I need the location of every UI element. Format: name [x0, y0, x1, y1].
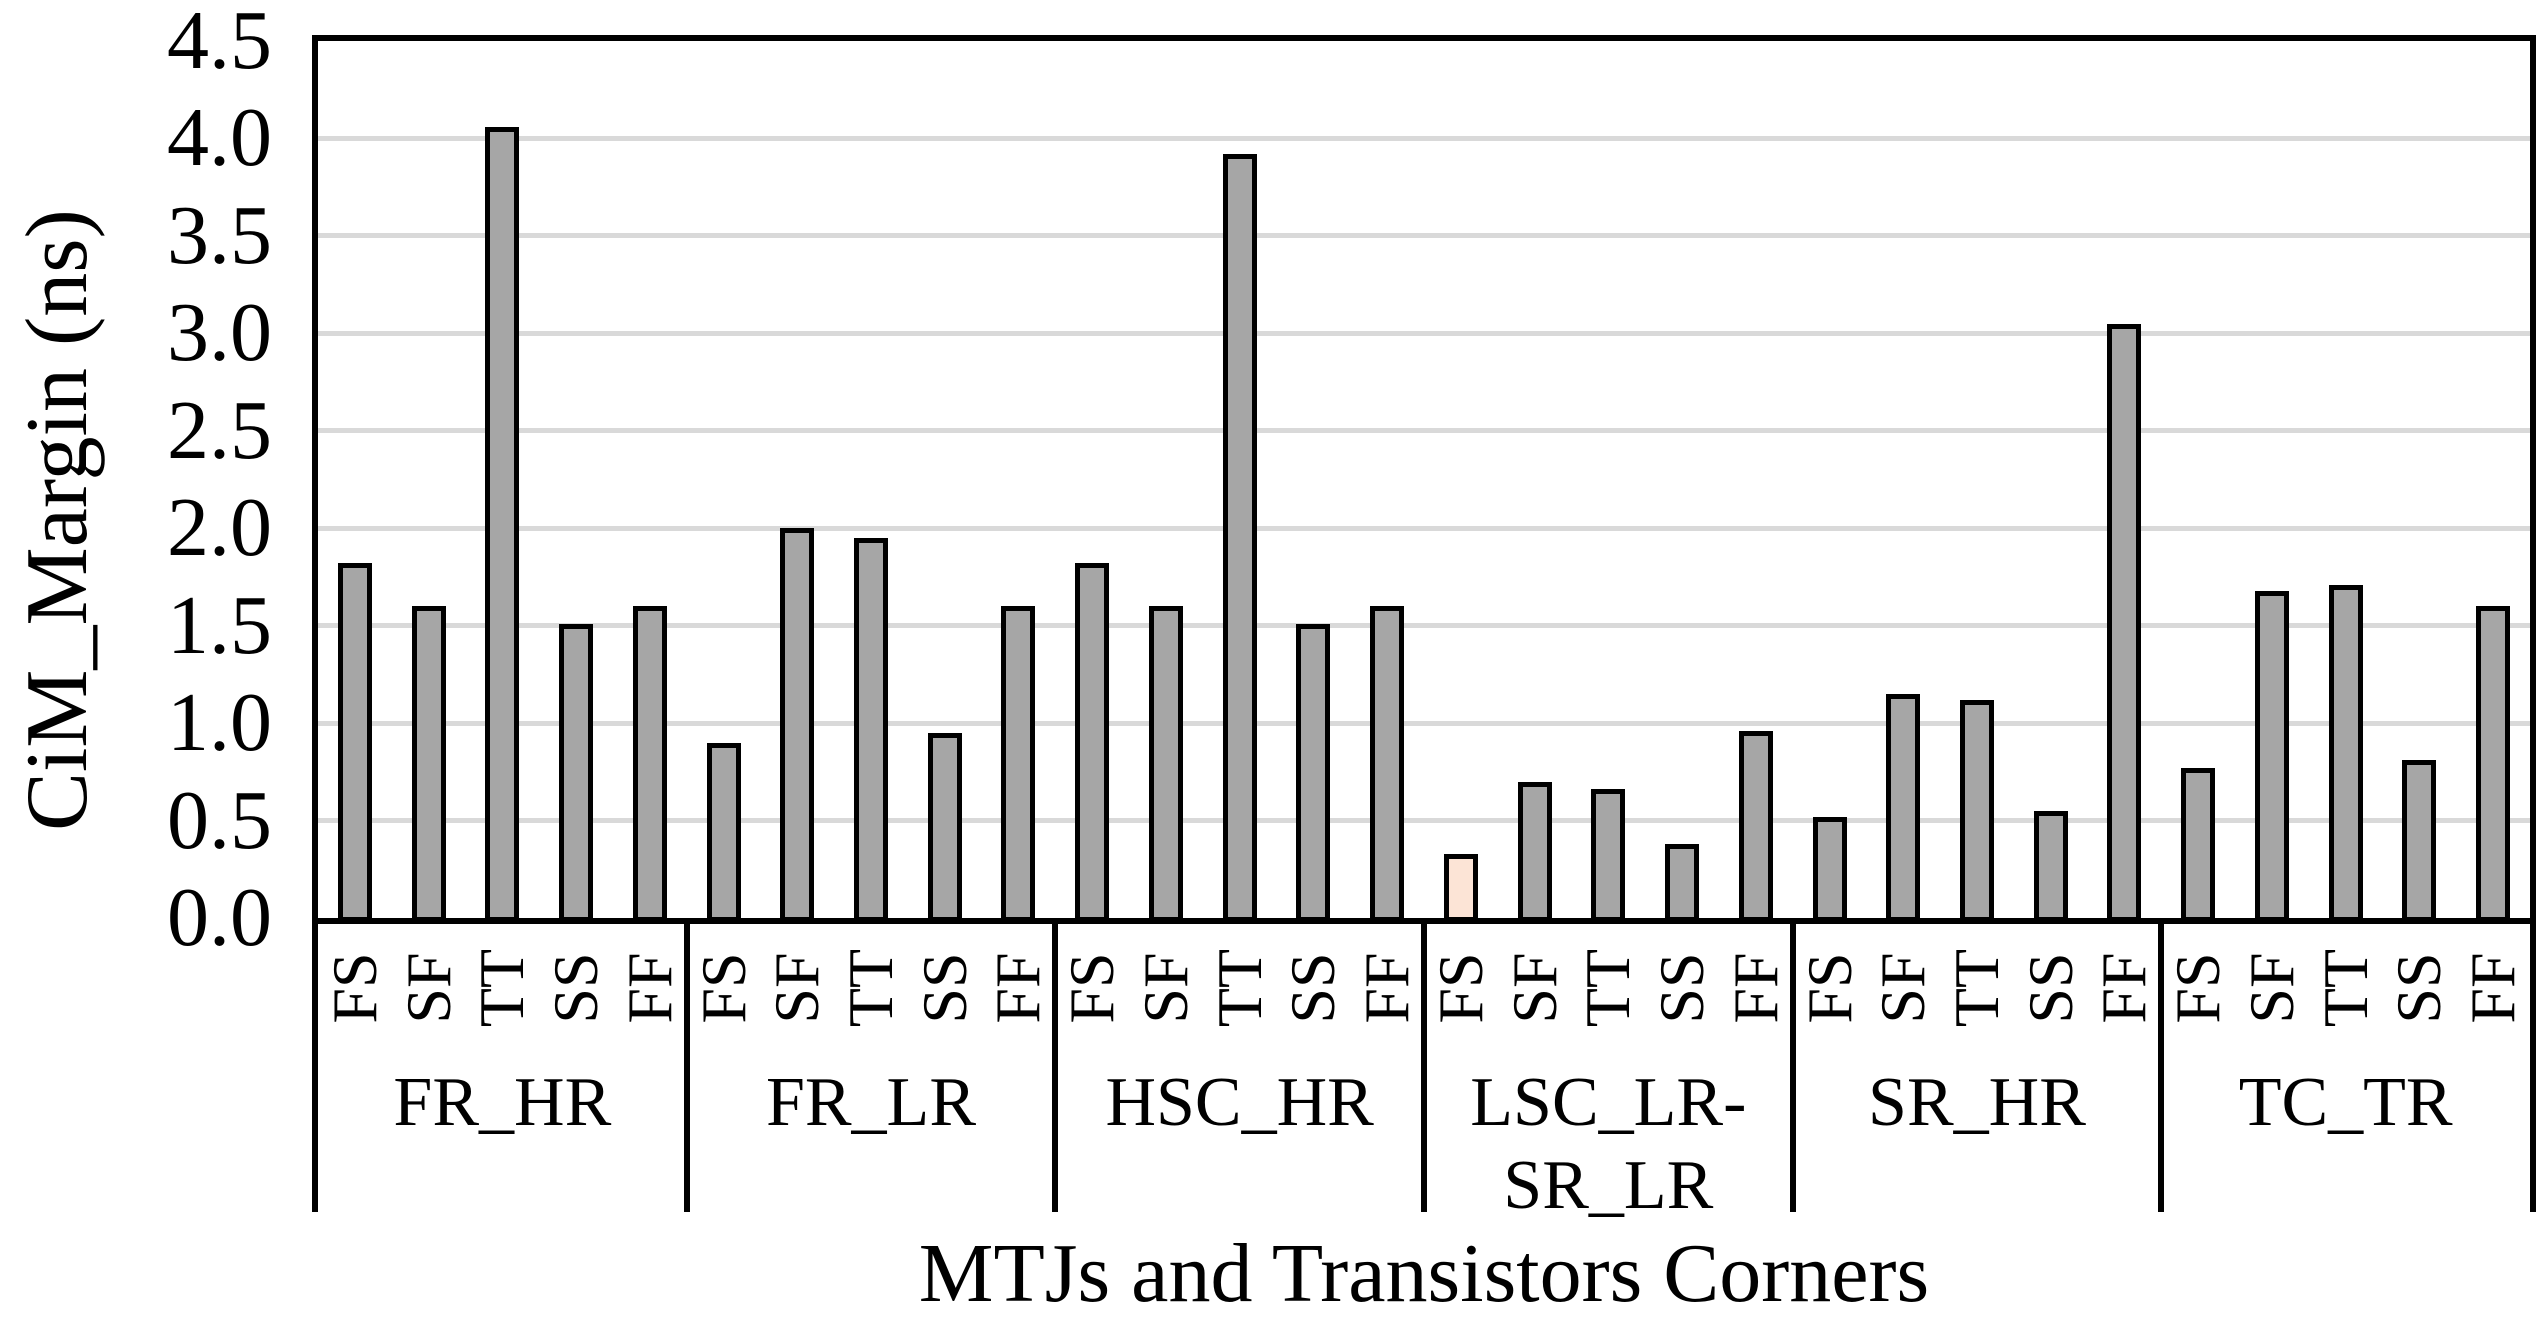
y-tick-label-2.5: 2.5	[167, 383, 272, 477]
corner-label-LSC_LR-SR_LR-FF: FF	[1719, 952, 1791, 1024]
grid-line	[318, 818, 2536, 824]
corner-label-FR_HR-SF: SF	[392, 952, 464, 1024]
corner-label-SR_HR-SS: SS	[2014, 952, 2086, 1024]
plot-border-right	[2530, 35, 2536, 1212]
group-divider	[1789, 918, 1796, 1212]
corner-label-HSC_HR-SS: SS	[1277, 952, 1349, 1024]
bar-LSC_LR-SR_LR-FF	[1738, 730, 1773, 922]
bar-LSC_LR-SR_LR-SF	[1517, 781, 1552, 922]
bar-FR_HR-FF	[632, 606, 667, 922]
grid-line	[318, 623, 2536, 629]
bar-TC_TR-FF	[2476, 606, 2511, 922]
x-axis-title: MTJs and Transistors Corners	[918, 1227, 1930, 1319]
y-tick-label-1.0: 1.0	[167, 676, 272, 770]
bar-FR_LR-TT	[854, 537, 888, 922]
plot-border-left	[312, 35, 318, 1212]
bar-TC_TR-SS	[2402, 760, 2437, 922]
bar-TC_TR-TT	[2328, 584, 2363, 922]
corner-label-HSC_HR-SF: SF	[1129, 952, 1201, 1024]
corner-label-HSC_HR-FS: FS	[1056, 952, 1128, 1024]
corner-label-FR_HR-SS: SS	[540, 952, 612, 1024]
bar-HSC_HR-FF	[1370, 606, 1405, 922]
corner-label-TC_TR-FS: FS	[2162, 952, 2234, 1024]
plot-border-top	[312, 35, 2536, 41]
corner-label-SR_HR-FS: FS	[1793, 952, 1865, 1024]
corner-label-TC_TR-TT: TT	[2309, 948, 2381, 1028]
corner-label-LSC_LR-SR_LR-FS: FS	[1424, 952, 1496, 1024]
group-divider	[683, 918, 690, 1212]
grid-line	[318, 330, 2536, 336]
group-label-LSC_LR-SR_LR: LSC_LR- SR_LR	[1470, 1064, 1747, 1224]
bar-SR_HR-TT	[1960, 699, 1994, 922]
bar-FR_HR-SS	[559, 623, 594, 922]
bar-FR_HR-FS	[337, 563, 372, 922]
y-tick-label-3.5: 3.5	[167, 188, 272, 282]
corner-label-FR_LR-SS: SS	[908, 952, 980, 1024]
corner-label-SR_HR-TT: TT	[1941, 948, 2012, 1028]
y-tick-label-4.0: 4.0	[167, 91, 272, 185]
corner-label-FR_HR-FF: FF	[613, 952, 685, 1024]
bar-FR_HR-SF	[411, 606, 446, 922]
y-tick-label-2.0: 2.0	[167, 481, 272, 575]
group-label-SR_HR: SR_HR	[1868, 1064, 2086, 1141]
group-label-FR_LR: FR_LR	[765, 1064, 977, 1141]
corner-label-LSC_LR-SR_LR-SF: SF	[1498, 952, 1570, 1024]
corner-label-SR_HR-FF: FF	[2088, 952, 2160, 1024]
bar-TC_TR-SF	[2254, 590, 2289, 922]
grid-line	[318, 135, 2536, 141]
corner-label-HSC_HR-TT: TT	[1203, 948, 1275, 1028]
y-tick-label-1.5: 1.5	[167, 578, 272, 672]
bar-SR_HR-FF	[2107, 323, 2142, 922]
bar-HSC_HR-TT	[1222, 154, 1257, 922]
bar-HSC_HR-FS	[1075, 563, 1110, 922]
corner-label-TC_TR-SF: SF	[2235, 952, 2307, 1024]
grid-line	[318, 720, 2536, 726]
corner-label-LSC_LR-SR_LR-SS: SS	[1646, 952, 1718, 1024]
y-tick-label-3.0: 3.0	[167, 286, 272, 380]
bar-LSC_LR-SR_LR-TT	[1591, 789, 1626, 922]
bar-FR_LR-SS	[927, 732, 962, 922]
bar-LSC_LR-SR_LR-FS	[1443, 853, 1478, 922]
group-label-TC_TR: TC_TR	[2238, 1064, 2453, 1141]
bar-SR_HR-SF	[1886, 693, 1921, 922]
corner-label-TC_TR-SS: SS	[2383, 952, 2455, 1024]
group-label-FR_HR: FR_HR	[393, 1064, 612, 1141]
corner-label-SR_HR-SF: SF	[1867, 952, 1939, 1024]
grid-line	[318, 525, 2536, 531]
group-label-HSC_HR: HSC_HR	[1105, 1064, 1374, 1141]
group-divider	[1052, 918, 1059, 1212]
bar-TC_TR-FS	[2181, 767, 2216, 922]
bar-FR_LR-SF	[780, 528, 815, 922]
bar-FR_LR-FF	[1001, 606, 1036, 922]
group-divider	[2158, 918, 2165, 1212]
bar-LSC_LR-SR_LR-SS	[1665, 843, 1700, 922]
y-tick-label-4.5: 4.5	[167, 0, 272, 87]
corner-label-FR_LR-FF: FF	[982, 952, 1054, 1024]
grid-line	[318, 428, 2536, 434]
corner-label-TC_TR-FF: FF	[2457, 952, 2529, 1024]
bar-HSC_HR-SF	[1148, 606, 1183, 922]
corner-label-FR_HR-FS: FS	[318, 952, 390, 1024]
group-divider	[1421, 918, 1427, 1212]
bar-HSC_HR-SS	[1296, 623, 1331, 922]
grid-line	[318, 233, 2536, 239]
bar-SR_HR-SS	[2033, 810, 2068, 922]
corner-label-HSC_HR-FF: FF	[1351, 952, 1423, 1024]
bar-FR_HR-TT	[485, 126, 520, 922]
corner-label-FR_LR-FS: FS	[687, 952, 759, 1024]
corner-label-FR_LR-TT: TT	[835, 948, 906, 1028]
corner-label-FR_HR-TT: TT	[466, 948, 538, 1028]
corner-label-LSC_LR-SR_LR-TT: TT	[1572, 948, 1644, 1028]
y-tick-label-0.5: 0.5	[167, 773, 272, 867]
bar-FR_LR-FS	[706, 742, 741, 922]
corner-label-FR_LR-SF: SF	[761, 952, 833, 1024]
y-tick-label-0.0: 0.0	[167, 871, 272, 964]
bar-SR_HR-FS	[1812, 816, 1847, 922]
